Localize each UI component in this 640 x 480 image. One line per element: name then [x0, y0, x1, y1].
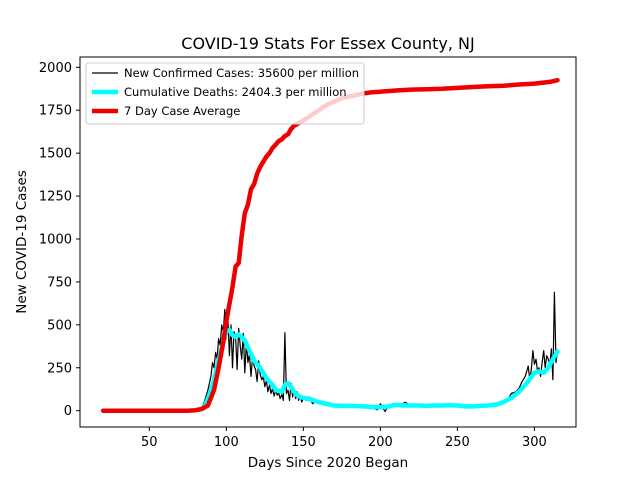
series-line-7-day-case-average [100, 77, 560, 413]
legend-label-new-cases: New Confirmed Cases: 35600 per million [124, 66, 359, 80]
y-tick-label: 2000 [39, 61, 72, 76]
y-tick-label: 250 [47, 361, 72, 376]
chart-title: COVID-19 Stats For Essex County, NJ [181, 34, 474, 53]
x-tick-label: 200 [368, 435, 393, 450]
x-tick-label: 100 [214, 435, 239, 450]
x-tick-label: 250 [445, 435, 470, 450]
y-tick-label: 750 [47, 275, 72, 290]
y-tick-label: 1750 [39, 104, 72, 119]
y-tick-label: 500 [47, 318, 72, 333]
series-layer [100, 77, 560, 413]
x-axis: 50 100 150 200 250 300 [141, 427, 547, 450]
y-tick-label: 0 [64, 404, 72, 419]
x-tick-label: 50 [141, 435, 158, 450]
y-tick-label: 1000 [39, 232, 72, 247]
plot-frame [79, 56, 577, 428]
x-tick-label: 150 [291, 435, 316, 450]
y-axis: 0 250 500 750 1000 1250 1500 1750 2000 [39, 61, 80, 419]
legend-label-7day-average: 7 Day Case Average [124, 104, 240, 118]
legend: New Confirmed Cases: 35600 per million C… [85, 62, 365, 125]
legend-label-deaths: Cumulative Deaths: 2404.3 per million [124, 85, 347, 99]
x-tick-label: 300 [522, 435, 547, 450]
x-axis-label: Days Since 2020 Began [248, 455, 409, 471]
legend-box [85, 62, 365, 125]
y-tick-label: 1250 [39, 190, 72, 205]
y-axis-label: New COVID-19 Cases [14, 170, 30, 314]
series-line-cumulative-deaths-2404-3-per-million [199, 327, 560, 412]
y-tick-label: 1500 [39, 147, 72, 162]
